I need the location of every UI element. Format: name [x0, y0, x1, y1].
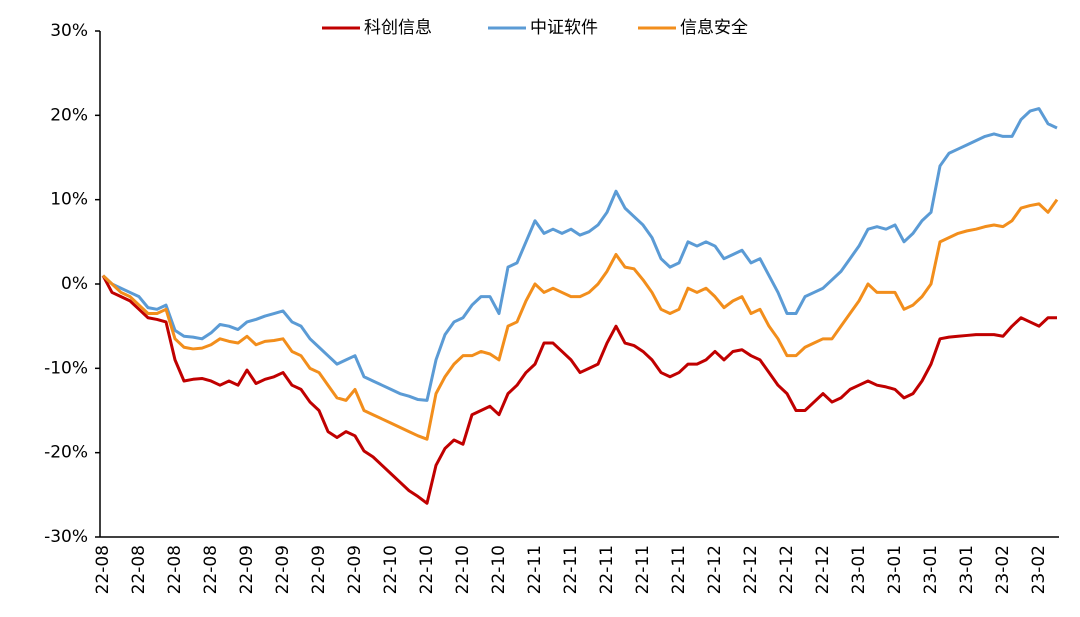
x-tick-label: 22-11: [669, 545, 689, 594]
y-tick-label: 0%: [61, 274, 88, 294]
x-tick-label: 22-09: [345, 545, 365, 594]
x-tick-label: 22-08: [201, 545, 221, 594]
y-tick-label: 10%: [50, 190, 88, 210]
x-tick-label: 22-12: [741, 545, 761, 594]
x-tick-label: 23-02: [1029, 545, 1049, 594]
x-tick-label: 23-02: [993, 545, 1013, 594]
series-line: [101, 274, 1057, 505]
y-tick-label: -30%: [44, 527, 88, 547]
x-tick-label: 22-12: [813, 545, 833, 594]
x-tick-label: 22-11: [633, 545, 653, 594]
y-tick-label: 30%: [50, 21, 88, 41]
x-tick-label: 22-11: [525, 545, 545, 594]
x-tick-label: 23-01: [849, 545, 869, 594]
x-tick-label: 22-12: [777, 545, 797, 594]
x-tick-label: 22-11: [597, 545, 617, 594]
legend-label: 信息安全: [680, 18, 748, 38]
x-tick-label: 22-10: [417, 545, 437, 594]
x-tick-label: 22-08: [129, 545, 149, 594]
x-tick-label: 22-08: [165, 545, 185, 594]
legend-label: 中证软件: [530, 18, 598, 38]
x-tick-label: 23-01: [957, 545, 977, 594]
x-tick-label: 22-09: [309, 545, 329, 594]
y-tick-label: -10%: [44, 358, 88, 378]
x-tick-label: 22-09: [273, 545, 293, 594]
x-tick-label: 22-09: [237, 545, 257, 594]
y-tick-label: 20%: [50, 105, 88, 125]
x-tick-label: 22-10: [381, 545, 401, 594]
x-tick-label: 22-10: [453, 545, 473, 594]
series-line: [101, 107, 1058, 402]
x-tick-label: 22-10: [489, 545, 509, 594]
x-tick-label: 22-08: [93, 545, 113, 594]
x-tick-label: 23-01: [885, 545, 905, 594]
y-tick-label: -20%: [44, 443, 88, 463]
series-line: [101, 198, 1059, 441]
x-tick-label: 22-11: [561, 545, 581, 594]
x-tick-label: 22-12: [705, 545, 725, 594]
x-tick-label: 23-01: [921, 545, 941, 594]
legend-label: 科创信息: [364, 18, 432, 38]
